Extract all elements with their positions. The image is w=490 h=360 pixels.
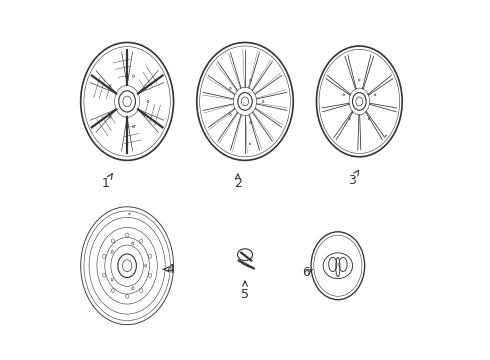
Text: 1: 1 — [102, 174, 112, 190]
Text: 2: 2 — [234, 174, 242, 190]
Text: 5: 5 — [241, 281, 249, 301]
Text: 3: 3 — [348, 170, 359, 186]
Text: 6: 6 — [302, 266, 313, 279]
Text: 4: 4 — [163, 263, 174, 276]
